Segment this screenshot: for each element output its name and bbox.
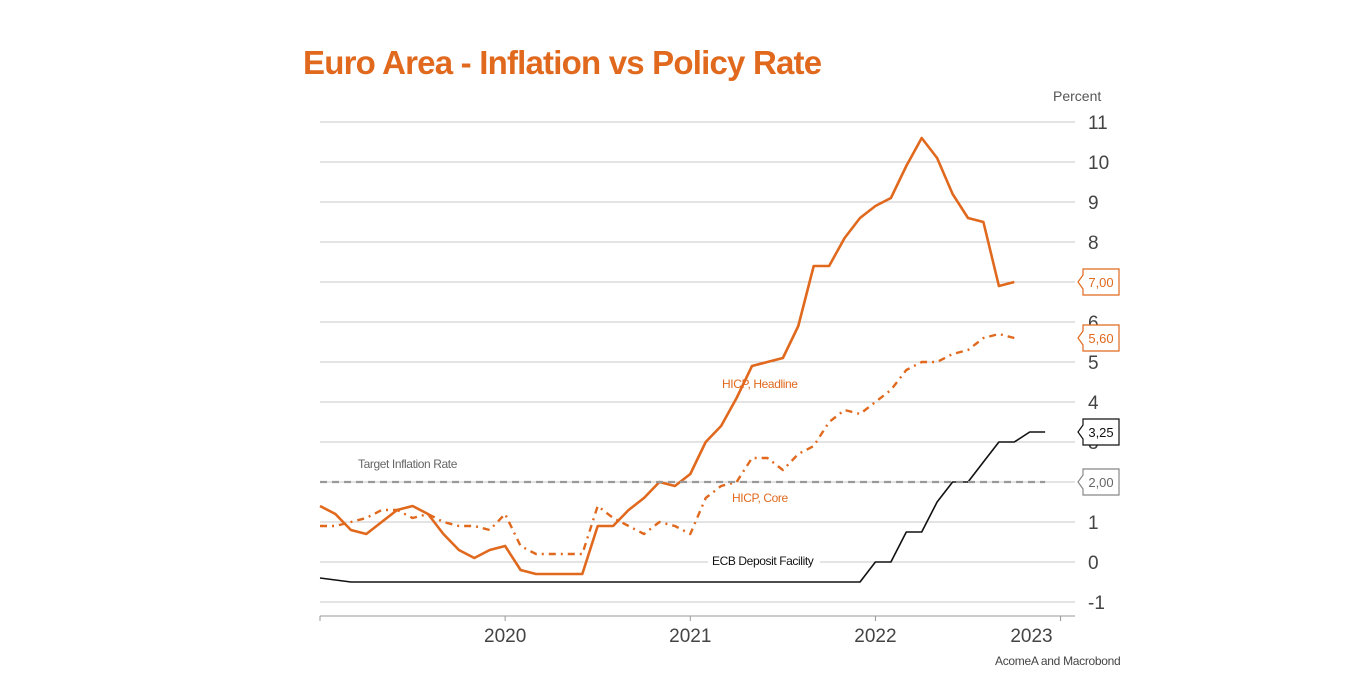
end-value-label: 3,25	[1088, 425, 1113, 440]
y-tick-label: 9	[1088, 193, 1099, 214]
y-tick-label: 1	[1088, 513, 1099, 534]
x-tick-label: 2021	[669, 626, 711, 647]
y-tick-label: 0	[1088, 553, 1099, 574]
y-tick-label: 5	[1088, 353, 1099, 374]
end-value-callout	[1077, 268, 1120, 296]
end-value-label: 2,00	[1088, 475, 1113, 490]
end-value-label: 5,60	[1088, 331, 1113, 346]
series-annotation: HICP, Headline	[722, 377, 798, 391]
y-tick-label: 11	[1088, 113, 1108, 134]
y-tick-label: 4	[1088, 393, 1099, 414]
x-tick-label: 2020	[484, 626, 526, 647]
series-annotation: ECB Deposit Facility	[712, 554, 814, 568]
end-value-callout	[1077, 324, 1120, 352]
chart-title: Euro Area - Inflation vs Policy Rate	[303, 44, 822, 81]
y-tick-label: 10	[1088, 153, 1109, 174]
end-value-label: 7,00	[1088, 275, 1113, 290]
end-value-callout	[1077, 468, 1120, 496]
label-background	[708, 553, 820, 569]
y-tick-label: 6	[1088, 313, 1099, 334]
x-tick-label: 2022	[854, 626, 896, 647]
x-tick-label: 2023	[1010, 626, 1052, 647]
series-line-ecb-deposit-facility	[319, 431, 1046, 583]
series-line-hicp-headline	[319, 136, 1015, 576]
y-axis-unit-label: Percent	[1053, 88, 1102, 104]
series-line-hicp-core	[320, 332, 1015, 556]
y-tick-label: 8	[1088, 233, 1099, 254]
end-value-callout	[1077, 418, 1120, 446]
series-annotation: Target Inflation Rate	[358, 457, 458, 471]
y-tick-label: -1	[1088, 593, 1105, 614]
source-note: AcomeA and Macrobond	[995, 654, 1121, 668]
series-annotation: HICP, Core	[732, 491, 789, 505]
